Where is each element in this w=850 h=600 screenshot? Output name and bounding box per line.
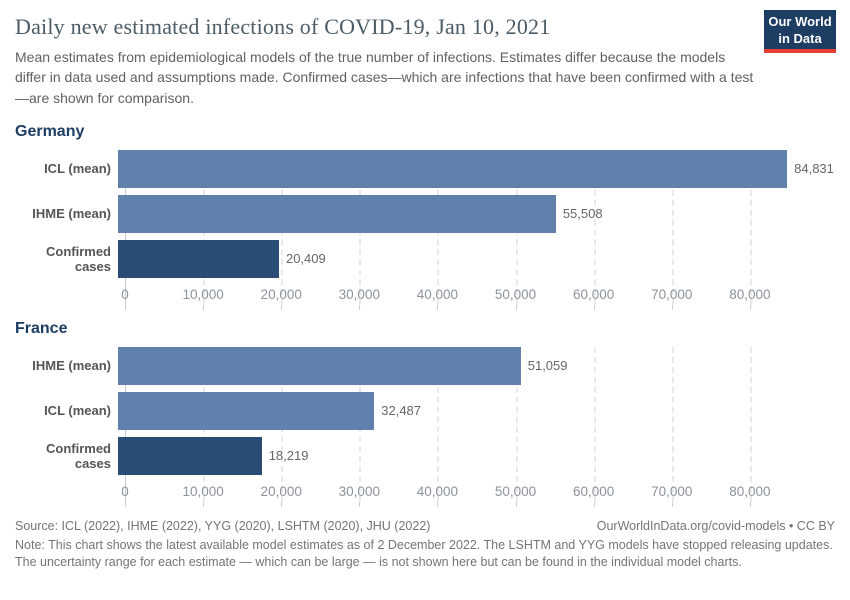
axis-tick-label: 10,000 xyxy=(182,483,224,499)
axis-tick-label: 50,000 xyxy=(494,286,537,302)
axis-tick-mark xyxy=(593,304,595,310)
gridline xyxy=(437,346,440,502)
gridline xyxy=(593,149,596,305)
bar-plot-germany: ICL (mean) 84,831 IHME (mean) 55,508 Confirm… xyxy=(15,149,835,310)
gridline xyxy=(671,149,674,305)
bar-rows: IHME (mean) 51,059 ICL (mean) 32,487 Confirm… xyxy=(15,346,835,475)
bar-track: 84,831 xyxy=(118,149,835,188)
gridline xyxy=(749,149,752,305)
bar-value: 32,487 xyxy=(381,403,422,419)
section-title-germany: Germany xyxy=(15,122,85,140)
axis-tick-label: 30,000 xyxy=(338,483,380,499)
axis-tick-mark xyxy=(125,501,126,507)
axis-tick-mark xyxy=(125,304,126,310)
chart-section-france: France IHME (mean) 51,059 ICL (mean) 32,487… xyxy=(15,319,835,507)
axis-tick-mark xyxy=(203,304,205,310)
source-line: Source: ICL (2022), IHME (2022), YYG (20… xyxy=(15,518,431,533)
chart-subtitle: Mean estimates from epidemiological mode… xyxy=(15,49,754,106)
bar-rows: ICL (mean) 84,831 IHME (mean) 55,508 Confirm… xyxy=(15,149,835,278)
bar-track: 51,059 xyxy=(118,346,835,385)
note-line: Note: This chart shows the latest availa… xyxy=(15,537,833,570)
axis-tick-label: 80,000 xyxy=(729,286,771,302)
axis-tick-mark xyxy=(749,304,751,310)
axis-tick-mark xyxy=(359,304,361,310)
bar-track: 55,508 xyxy=(118,194,835,233)
axis-tick-mark xyxy=(515,501,517,507)
chart-footer: Source: ICL (2022), IHME (2022), YYG (20… xyxy=(15,518,835,572)
bar-icl-mean[interactable] xyxy=(118,391,375,430)
bar-value: 84,831 xyxy=(794,161,834,177)
gridline xyxy=(749,346,752,502)
bar-track: 32,487 xyxy=(118,391,835,430)
bar-ihme-mean[interactable] xyxy=(118,194,556,233)
bar-value: 18,219 xyxy=(268,448,309,464)
bar-value: 51,059 xyxy=(527,358,568,374)
bar-row: IHME (mean) 51,059 xyxy=(15,346,835,385)
axis-tick-label: 70,000 xyxy=(651,483,693,499)
axis-tick-label: 50,000 xyxy=(494,483,537,499)
bar-label: Confirmed cases xyxy=(46,243,111,274)
axis-tick-label: 80,000 xyxy=(729,483,771,499)
axis-tick-mark xyxy=(437,304,439,310)
gridline xyxy=(671,346,674,502)
axis-tick-mark xyxy=(671,304,673,310)
bar-ihme-mean[interactable] xyxy=(118,346,521,385)
axis-tick-mark xyxy=(749,501,751,507)
axis-tick-label: 40,000 xyxy=(416,483,459,499)
bar-row: ICL (mean) 32,487 xyxy=(15,391,835,430)
bar-track: 18,219 xyxy=(118,436,835,475)
owid-logo-line2: in Data xyxy=(778,30,822,46)
axis-tick-mark xyxy=(593,501,595,507)
axis-tick-mark xyxy=(281,501,283,507)
bar-label: IHME (mean) xyxy=(32,206,111,222)
bar-label: Confirmed cases xyxy=(46,440,111,471)
chart-section-germany: Germany ICL (mean) 84,831 IHME (mean) 55,50… xyxy=(15,122,835,310)
bar-row: Confirmed cases 18,219 xyxy=(15,436,835,475)
axis-tick-label: 60,000 xyxy=(572,483,615,499)
bar-value: 20,409 xyxy=(285,251,326,267)
axis-tick-mark xyxy=(359,501,361,507)
axis-tick-label: 30,000 xyxy=(338,286,380,302)
bar-row: ICL (mean) 84,831 xyxy=(15,149,835,188)
bar-confirmed-cases[interactable] xyxy=(118,239,279,278)
axis-tick-mark xyxy=(515,304,517,310)
bar-track: 20,409 xyxy=(118,239,835,278)
x-axis: 0 10,000 20,000 30,000 40,000 50,000 60,000 70,… xyxy=(121,286,835,305)
bar-label: IHME (mean) xyxy=(32,358,111,374)
owid-logo-line1: Our World xyxy=(768,14,832,29)
axis-tick-label: 0 xyxy=(121,286,129,302)
bar-label: ICL (mean) xyxy=(44,403,111,419)
gridline xyxy=(515,346,518,502)
bar-confirmed-cases[interactable] xyxy=(118,436,262,475)
bar-row: IHME (mean) 55,508 xyxy=(15,194,835,233)
bar-label: ICL (mean) xyxy=(44,161,111,177)
axis-tick-mark xyxy=(203,501,205,507)
attribution-link[interactable]: OurWorldInData.org/covid-models • CC BY xyxy=(596,518,835,533)
axis-tick-label: 60,000 xyxy=(572,286,615,302)
axis-tick-label: 20,000 xyxy=(260,483,302,499)
bar-row: Confirmed cases 20,409 xyxy=(15,239,835,278)
axis-tick-label: 10,000 xyxy=(182,286,224,302)
page-title: Daily new estimated infections of COVID-… xyxy=(15,14,551,39)
gridline xyxy=(593,346,596,502)
axis-tick-mark xyxy=(281,304,283,310)
owid-logo[interactable]: Our World in Data xyxy=(764,10,836,53)
section-title-france: France xyxy=(15,319,68,337)
bar-plot-france: IHME (mean) 51,059 ICL (mean) 32,487 Confirm… xyxy=(15,346,835,507)
axis-tick-label: 20,000 xyxy=(260,286,302,302)
bar-icl-mean[interactable] xyxy=(118,149,788,188)
axis-tick-mark xyxy=(437,501,439,507)
axis-tick-label: 70,000 xyxy=(651,286,693,302)
axis-tick-label: 0 xyxy=(121,483,129,499)
bar-value: 55,508 xyxy=(562,206,603,222)
axis-tick-mark xyxy=(671,501,673,507)
axis-tick-label: 40,000 xyxy=(416,286,459,302)
x-axis: 0 10,000 20,000 30,000 40,000 50,000 60,000 70,… xyxy=(121,483,835,502)
